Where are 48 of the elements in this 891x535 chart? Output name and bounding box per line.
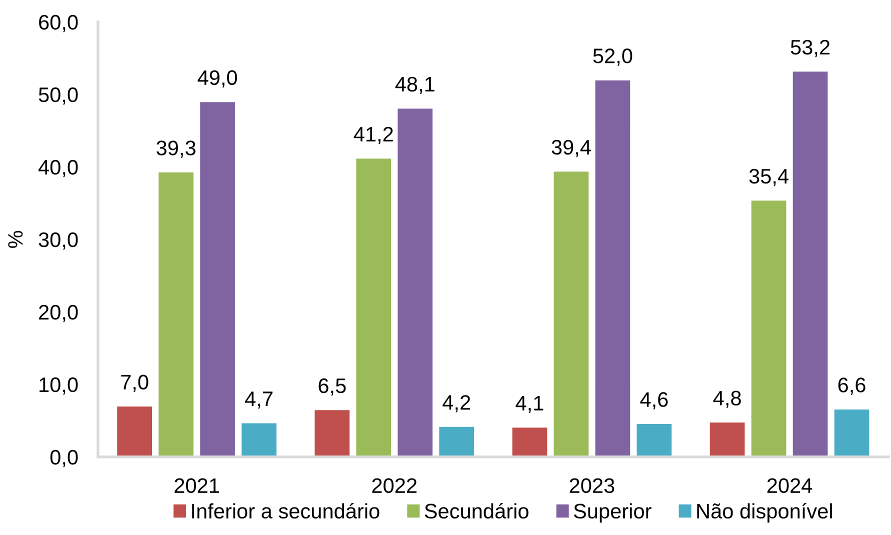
data-label: 6,5	[318, 378, 346, 396]
data-label: 48,1	[395, 76, 434, 94]
bar	[116, 406, 153, 457]
bar	[199, 101, 236, 457]
data-label: 52,0	[593, 48, 632, 66]
bar	[511, 426, 548, 457]
y-tick-label: 60,0	[39, 14, 78, 32]
bar	[709, 422, 746, 457]
y-axis-title: %	[8, 230, 23, 248]
data-label: 4,2	[442, 395, 470, 412]
data-label: 4,1	[516, 396, 544, 414]
y-tick-label: 40,0	[38, 160, 78, 178]
y-tick-label: 30,0	[38, 232, 78, 250]
y-tick-label: 10,0	[40, 377, 78, 395]
y-tick-label: 20,0	[39, 304, 78, 322]
bar	[594, 80, 631, 457]
y-tick-label: 0,0	[50, 450, 78, 468]
bar	[355, 158, 392, 457]
data-label: 6,6	[838, 378, 866, 395]
data-label: 4,7	[245, 392, 272, 409]
data-label: 4,8	[713, 390, 741, 408]
data-label: 49,0	[198, 70, 238, 88]
bar	[314, 409, 350, 457]
data-label: 39,4	[552, 140, 591, 158]
data-label: 39,3	[156, 140, 196, 158]
data-label: 41,2	[354, 126, 393, 144]
x-tick-label: 2022	[372, 478, 417, 494]
bar	[552, 170, 590, 457]
data-label: 53,2	[790, 40, 830, 58]
bar	[158, 172, 194, 457]
legend-label: Superior	[574, 503, 652, 523]
bar	[240, 422, 278, 457]
data-label: 35,4	[749, 168, 788, 186]
data-label: 7,0	[121, 374, 148, 392]
y-tick-label: 50,0	[38, 87, 78, 105]
legend-label: Secundário	[424, 503, 528, 519]
bar	[636, 423, 672, 457]
bar	[750, 200, 788, 457]
x-tick-label: 2023	[570, 478, 614, 494]
bar	[438, 426, 475, 457]
bar	[396, 108, 434, 457]
x-tick-label: 2024	[767, 478, 812, 494]
bar	[792, 70, 829, 457]
legend-label: Inferior a secundário	[192, 503, 380, 519]
legend-label: Não disponível	[697, 503, 832, 523]
bar	[834, 408, 870, 457]
data-label: 4,6	[640, 392, 668, 410]
x-tick-label: 2021	[174, 478, 219, 494]
